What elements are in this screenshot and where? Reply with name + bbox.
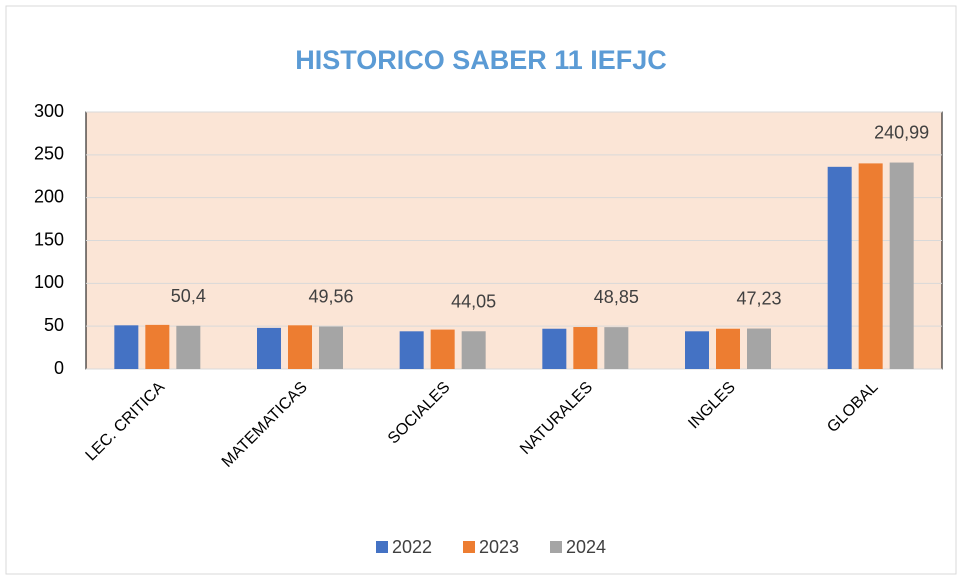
bar <box>604 327 629 369</box>
data-label: 44,05 <box>451 291 496 311</box>
legend-swatch <box>463 541 475 553</box>
bar <box>288 325 312 369</box>
legend-label: 2024 <box>566 537 606 557</box>
bar <box>430 329 455 369</box>
bar <box>176 325 201 369</box>
legend-swatch <box>376 541 388 553</box>
legend-swatch <box>550 541 562 553</box>
bar <box>319 326 343 369</box>
bar <box>573 327 598 369</box>
data-label: 240,99 <box>874 123 929 143</box>
bar <box>114 325 139 369</box>
chart-title: HISTORICO SABER 11 IEFJC <box>295 45 667 75</box>
y-tick-label: 250 <box>34 144 64 164</box>
y-tick-label: 300 <box>34 101 64 121</box>
bar <box>542 328 567 369</box>
y-tick-label: 100 <box>34 272 64 292</box>
bar <box>257 327 281 369</box>
data-label: 50,4 <box>171 286 206 306</box>
y-tick-label: 0 <box>54 358 64 378</box>
legend-label: 2022 <box>392 537 432 557</box>
bar <box>827 166 852 369</box>
y-tick-label: 50 <box>44 315 64 335</box>
data-label: 47,23 <box>736 289 781 309</box>
bar <box>747 328 771 369</box>
bar <box>685 331 709 369</box>
data-label: 49,56 <box>308 287 353 307</box>
bar <box>889 162 914 369</box>
bar <box>716 328 740 369</box>
bar <box>145 324 170 369</box>
data-label: 48,85 <box>594 287 639 307</box>
legend-label: 2023 <box>479 537 519 557</box>
bar <box>399 331 424 369</box>
y-tick-label: 200 <box>34 186 64 206</box>
bar <box>858 163 883 369</box>
bar <box>461 331 486 369</box>
y-tick-label: 150 <box>34 229 64 249</box>
